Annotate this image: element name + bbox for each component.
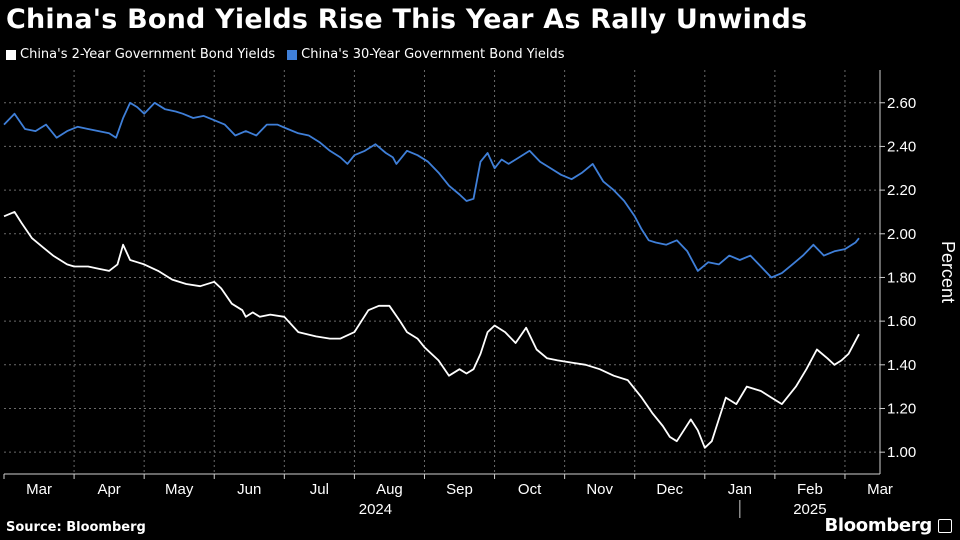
y-axis-title: Percent	[938, 241, 958, 303]
x-tick-label: Apr	[97, 481, 120, 498]
legend-swatch-2y	[6, 49, 16, 60]
chart-title: China's Bond Yields Rise This Year As Ra…	[6, 4, 808, 35]
x-tick-label: May	[165, 481, 194, 498]
x-tick-label: Feb	[797, 481, 823, 498]
x-tick-label: Oct	[518, 481, 542, 498]
y-tick-label: 2.40	[887, 138, 916, 155]
legend-label-30y: China's 30-Year Government Bond Yields	[301, 47, 565, 62]
series-line-30y	[3, 101, 860, 279]
year-label: 2025	[793, 501, 826, 518]
x-tick-label: Mar	[867, 481, 893, 498]
brand-logo: Bloomberg	[824, 515, 932, 536]
y-tick-label: 2.60	[887, 95, 916, 112]
brand-icon	[938, 519, 952, 533]
series-line-2y	[3, 210, 860, 449]
x-tick-label: Nov	[586, 481, 613, 498]
legend-label-2y: China's 2-Year Government Bond Yields	[20, 47, 276, 62]
y-tick-label: 1.60	[887, 313, 916, 330]
x-tick-label: Sep	[446, 481, 473, 498]
x-tick-label: Jun	[237, 481, 261, 498]
legend: China's 2-Year Government Bond Yields Ch…	[6, 47, 565, 62]
x-tick-label: Jul	[310, 481, 329, 498]
year-label: 2024	[359, 501, 392, 518]
source-note: Source: Bloomberg	[6, 520, 146, 535]
y-tick-label: 1.80	[887, 269, 916, 286]
x-tick-label: Dec	[656, 481, 683, 498]
y-tick-label: 2.20	[887, 182, 916, 199]
y-tick-label: 1.20	[887, 400, 916, 417]
y-tick-label: 2.00	[887, 226, 916, 243]
y-tick-label: 1.00	[887, 444, 916, 461]
x-tick-label: Aug	[376, 481, 403, 498]
y-tick-label: 1.40	[887, 357, 916, 374]
x-tick-label: Mar	[26, 481, 52, 498]
x-tick-label: Jan	[728, 481, 752, 498]
legend-swatch-30y	[287, 49, 298, 60]
legend-item-30y: China's 30-Year Government Bond Yields	[287, 47, 565, 62]
legend-item-2y: China's 2-Year Government Bond Yields	[6, 47, 275, 62]
